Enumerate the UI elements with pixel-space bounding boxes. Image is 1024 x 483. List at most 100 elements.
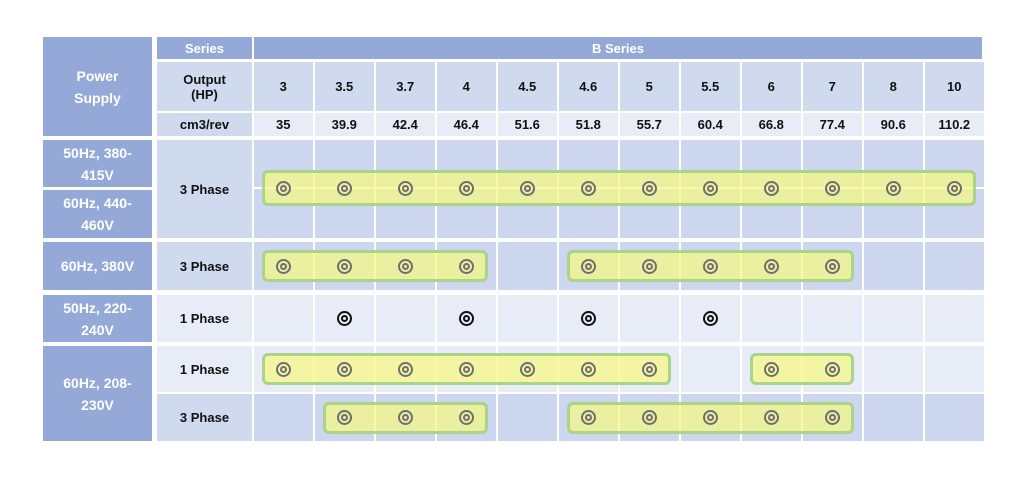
supply-cell: 60Hz, 440-460V	[43, 190, 152, 238]
hp-header-cell: 3	[254, 62, 313, 111]
double-circle-icon	[824, 361, 840, 377]
data-cell	[254, 295, 313, 342]
displacement-cell: 60.4	[681, 113, 740, 136]
power-supply-header: Power Supply	[43, 37, 152, 136]
hp-header-cell: 3.5	[315, 62, 374, 111]
data-cell	[864, 394, 923, 441]
double-circle-icon	[641, 258, 657, 274]
double-circle-icon	[275, 361, 291, 377]
series-name-cell: B Series	[254, 37, 982, 59]
double-circle-icon	[336, 258, 352, 274]
output-label-cell: Output (HP)	[157, 62, 252, 111]
displacement-cell: 55.7	[620, 113, 679, 136]
hp-header-cell: 10	[925, 62, 984, 111]
double-circle-icon	[824, 180, 840, 196]
data-cell	[681, 346, 740, 392]
data-cell	[498, 242, 557, 290]
double-circle-icon	[397, 180, 413, 196]
hp-header-cell: 6	[742, 62, 801, 111]
double-circle-icon	[580, 361, 596, 377]
supply-cell: 60Hz, 380V	[43, 242, 152, 290]
double-circle-icon	[946, 180, 962, 196]
double-circle-icon	[702, 410, 718, 425]
highlight-band	[262, 250, 488, 282]
displacement-cell: 66.8	[742, 113, 801, 136]
displacement-cell: 51.6	[498, 113, 557, 136]
double-circle-icon	[458, 180, 474, 196]
data-cell	[864, 295, 923, 342]
hp-header-cell: 7	[803, 62, 862, 111]
series-label-cell: Series	[157, 37, 252, 59]
double-circle-icon	[702, 258, 718, 274]
data-cell	[498, 295, 557, 342]
data-cell	[864, 346, 923, 392]
double-circle-icon	[336, 361, 352, 377]
supply-cell: 60Hz, 208-230V	[43, 346, 152, 441]
double-circle-icon	[580, 180, 596, 196]
data-cell	[925, 295, 984, 342]
double-circle-icon	[519, 361, 535, 377]
displacement-cell: 42.4	[376, 113, 435, 136]
double-circle-icon	[885, 180, 901, 196]
highlight-band	[567, 250, 854, 282]
phase-cell: 3 Phase	[157, 242, 252, 290]
data-cell	[864, 242, 923, 290]
data-cell	[498, 394, 557, 441]
double-circle-icon	[519, 180, 535, 196]
displacement-label-cell: cm3/rev	[157, 113, 252, 136]
hp-header-cell: 8	[864, 62, 923, 111]
double-circle-icon	[702, 311, 718, 326]
double-circle-icon	[458, 258, 474, 274]
displacement-cell: 51.8	[559, 113, 618, 136]
double-circle-icon	[275, 258, 291, 274]
double-circle-icon	[641, 180, 657, 196]
double-circle-icon	[824, 258, 840, 274]
double-circle-icon	[275, 180, 291, 196]
double-circle-icon	[702, 180, 718, 196]
double-circle-icon	[397, 361, 413, 377]
double-circle-icon	[580, 410, 596, 425]
hp-header-cell: 4	[437, 62, 496, 111]
double-circle-icon	[397, 258, 413, 274]
double-circle-icon	[336, 311, 352, 326]
hp-header-cell: 3.7	[376, 62, 435, 111]
double-circle-icon	[458, 410, 474, 425]
double-circle-icon	[458, 361, 474, 377]
double-circle-icon	[763, 361, 779, 377]
displacement-cell: 35	[254, 113, 313, 136]
phase-cell: 3 Phase	[157, 140, 252, 238]
data-cell	[376, 295, 435, 342]
double-circle-icon	[641, 361, 657, 377]
double-circle-icon	[763, 410, 779, 425]
data-cell	[925, 242, 984, 290]
displacement-cell: 77.4	[803, 113, 862, 136]
double-circle-icon	[336, 180, 352, 196]
hp-header-cell: 4.5	[498, 62, 557, 111]
hp-header-cell: 4.6	[559, 62, 618, 111]
data-cell	[620, 295, 679, 342]
phase-cell: 1 Phase	[157, 295, 252, 342]
double-circle-icon	[763, 180, 779, 196]
double-circle-icon	[397, 410, 413, 425]
data-cell	[925, 394, 984, 441]
double-circle-icon	[458, 311, 474, 326]
displacement-cell: 90.6	[864, 113, 923, 136]
supply-cell: 50Hz, 220-240V	[43, 295, 152, 342]
highlight-band	[262, 170, 976, 206]
phase-cell: 3 Phase	[157, 394, 252, 441]
double-circle-icon	[641, 410, 657, 425]
double-circle-icon	[580, 311, 596, 326]
hp-header-cell: 5	[620, 62, 679, 111]
double-circle-icon	[580, 258, 596, 274]
displacement-cell: 110.2	[925, 113, 984, 136]
data-cell	[925, 346, 984, 392]
double-circle-icon	[336, 410, 352, 425]
data-cell	[742, 295, 801, 342]
displacement-cell: 46.4	[437, 113, 496, 136]
hp-header-cell: 5.5	[681, 62, 740, 111]
double-circle-icon	[824, 410, 840, 425]
data-cell	[254, 394, 313, 441]
data-cell	[803, 295, 862, 342]
displacement-cell: 39.9	[315, 113, 374, 136]
